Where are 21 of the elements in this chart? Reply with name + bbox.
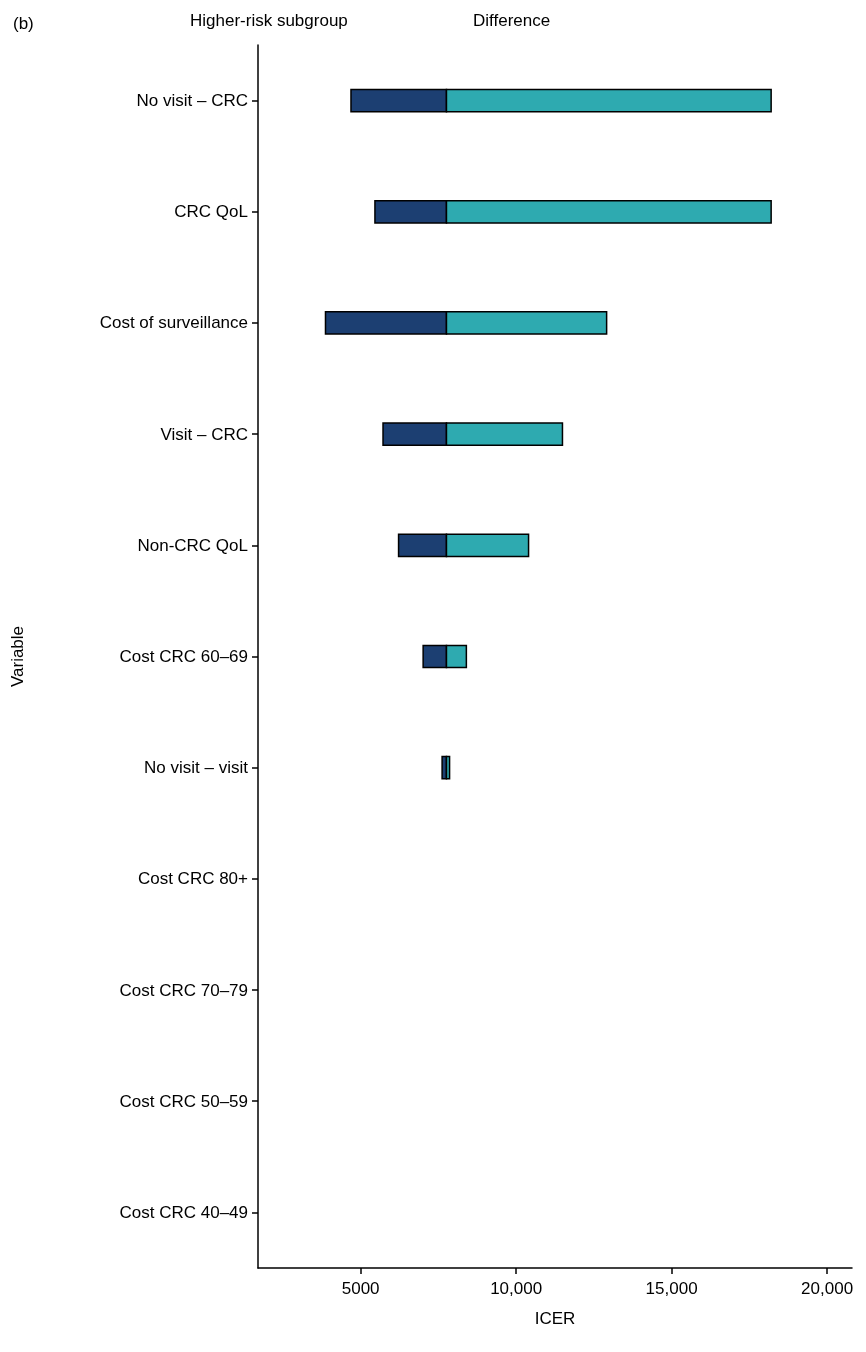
y-tick-label: Non-CRC QoL bbox=[137, 535, 248, 555]
text: Higher-risk subgroup bbox=[190, 11, 348, 30]
x-tick-label: 20,000 bbox=[801, 1279, 854, 1298]
y-tick-label: Cost of surveillance bbox=[99, 313, 248, 333]
y-tick-label: Cost CRC 40–49 bbox=[119, 1202, 248, 1222]
y-tick-label: Cost CRC 50–59 bbox=[119, 1091, 248, 1111]
x-axis-title: ICER bbox=[534, 1309, 576, 1328]
y-axis-title: Variable bbox=[8, 625, 27, 688]
bar bbox=[445, 755, 451, 780]
y-tick-label: CRC QoL bbox=[174, 202, 248, 222]
x-tick-label: 5000 bbox=[341, 1279, 380, 1298]
text: Difference bbox=[473, 11, 551, 30]
y-tick-label: Cost CRC 60–69 bbox=[119, 647, 248, 666]
y-tick-label: Cost CRC 80+ bbox=[137, 869, 249, 889]
y-tick-label: No visit – CRC bbox=[136, 91, 248, 111]
y-tick-label: Visit – CRC bbox=[160, 424, 248, 444]
text: (b) bbox=[13, 14, 34, 33]
x-tick-label: 15,000 bbox=[645, 1279, 698, 1298]
y-tick-label: No visit – visit bbox=[144, 758, 249, 778]
y-tick-label: Cost CRC 70–79 bbox=[119, 980, 248, 1000]
x-tick-label: 10,000 bbox=[490, 1279, 543, 1298]
